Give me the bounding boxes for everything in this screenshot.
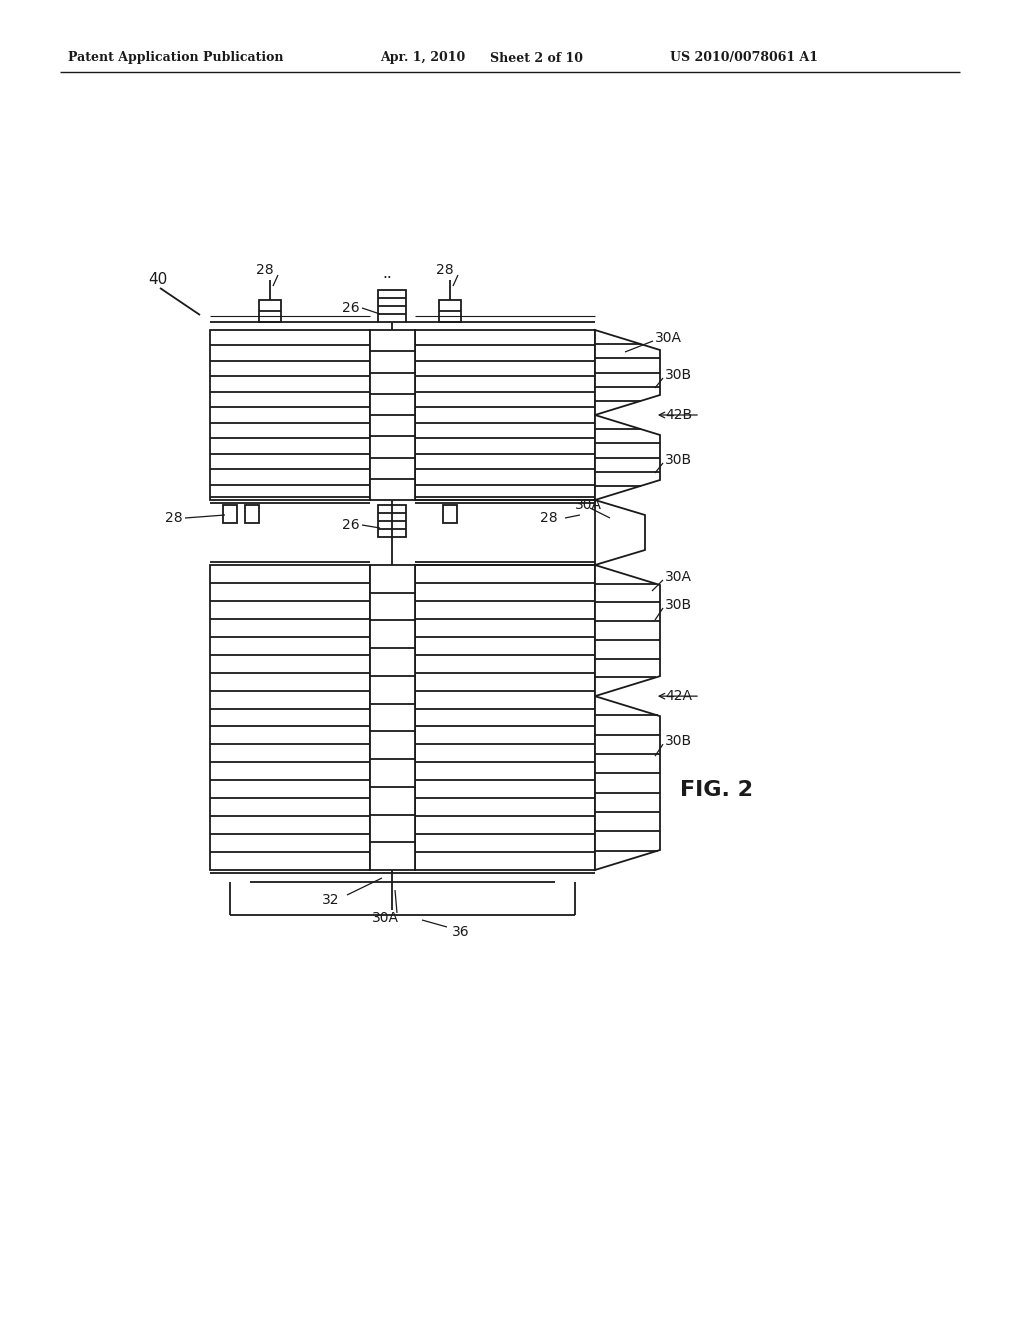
Text: 42B: 42B	[665, 408, 692, 422]
Text: 42A: 42A	[665, 689, 692, 704]
Bar	[370, 565, 415, 870]
Text: 30A: 30A	[575, 498, 602, 512]
Bar	[223, 506, 237, 523]
Text: 30A: 30A	[655, 331, 682, 345]
Bar	[415, 330, 595, 500]
Bar	[259, 300, 281, 322]
Text: 32: 32	[322, 894, 340, 907]
Bar	[415, 565, 595, 870]
Bar	[370, 330, 415, 500]
Text: 28: 28	[165, 511, 182, 525]
Text: Patent Application Publication: Patent Application Publication	[68, 51, 284, 65]
Text: 28: 28	[436, 263, 454, 277]
Text: 30B: 30B	[665, 598, 692, 612]
Text: 28: 28	[540, 511, 558, 525]
Text: 30A: 30A	[372, 911, 399, 925]
Text: 36: 36	[452, 925, 470, 939]
Polygon shape	[595, 565, 660, 696]
Text: 30B: 30B	[665, 734, 692, 748]
Text: US 2010/0078061 A1: US 2010/0078061 A1	[670, 51, 818, 65]
Text: 26: 26	[342, 301, 359, 315]
Polygon shape	[595, 696, 660, 870]
Bar	[210, 330, 370, 500]
Text: ..: ..	[382, 265, 392, 281]
Bar	[443, 506, 457, 523]
Text: FIG. 2: FIG. 2	[680, 780, 753, 800]
Text: Apr. 1, 2010: Apr. 1, 2010	[380, 51, 465, 65]
Polygon shape	[595, 414, 660, 500]
Bar	[210, 565, 370, 870]
Text: 28: 28	[256, 263, 273, 277]
Text: 30A: 30A	[665, 570, 692, 583]
Bar	[378, 290, 406, 322]
Text: 30B: 30B	[665, 453, 692, 467]
Text: Sheet 2 of 10: Sheet 2 of 10	[490, 51, 583, 65]
Text: 40: 40	[148, 272, 167, 288]
Bar	[439, 300, 461, 322]
Text: 26: 26	[342, 517, 359, 532]
Polygon shape	[595, 330, 660, 414]
Bar	[378, 506, 406, 537]
Polygon shape	[595, 500, 645, 565]
Bar	[245, 506, 259, 523]
Text: 30B: 30B	[665, 368, 692, 381]
